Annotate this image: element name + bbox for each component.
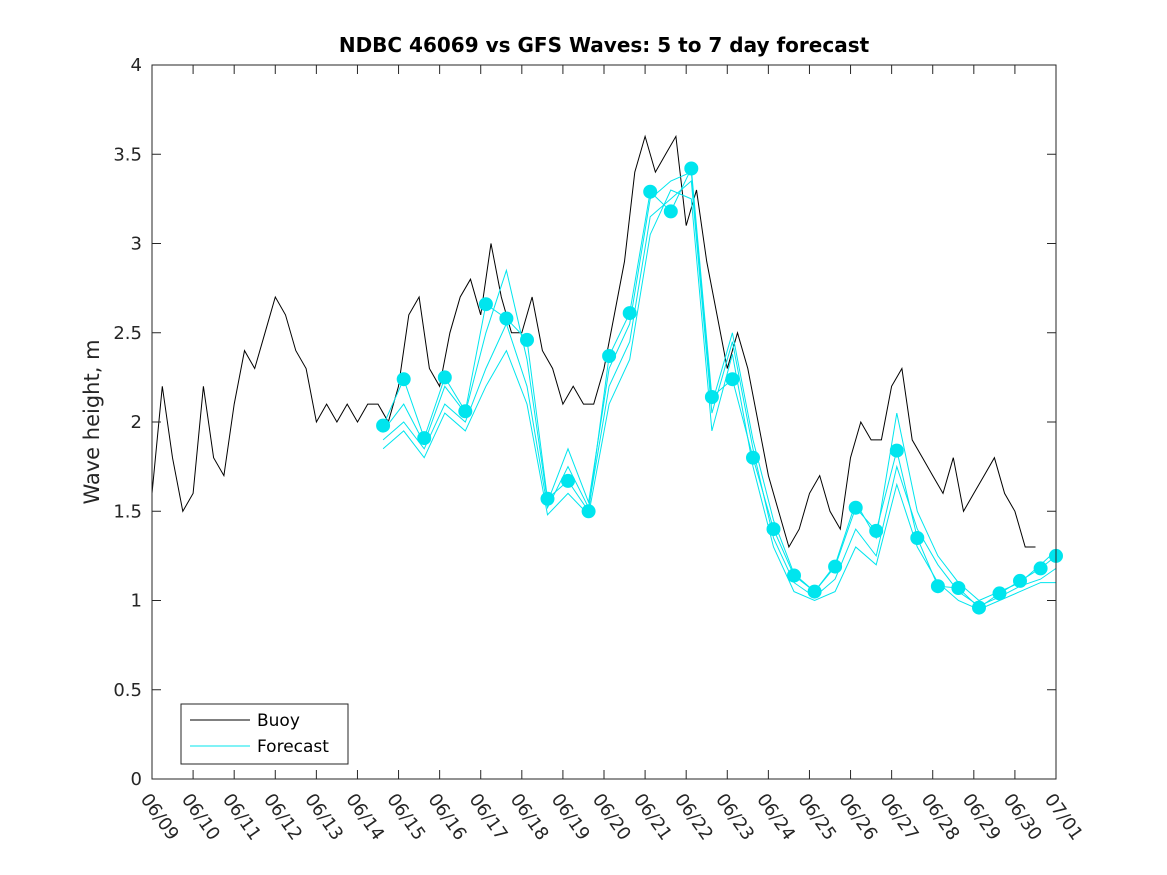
forecast-point (622, 306, 637, 321)
forecast-point (951, 581, 966, 595)
forecast-point (561, 473, 575, 488)
y-tick-label: 3.5 (113, 144, 142, 165)
forecast-series-line-4 (382, 171, 1057, 602)
legend: Buoy Forecast (180, 703, 349, 765)
forecast-point (663, 204, 678, 219)
forecast-point (376, 418, 391, 433)
y-tick-label: 3 (131, 234, 142, 255)
y-tick-label: 4 (131, 55, 142, 76)
forecast-point (396, 372, 411, 387)
legend-box (180, 703, 349, 765)
y-axis: 0 0.5 1 1.5 2 2.5 3 3.5 4 (113, 55, 1056, 790)
buoy-series-line (151, 134, 1036, 549)
forecast-point (643, 184, 658, 199)
forecast-point (930, 579, 945, 594)
forecast-point (437, 370, 452, 385)
y-tick-label: 2 (131, 412, 142, 433)
y-tick-label: 1.5 (113, 501, 142, 522)
y-axis-label: Wave height, m (80, 339, 104, 504)
forecast-point (787, 568, 801, 583)
y-tick-label: 0.5 (113, 680, 142, 701)
forecast-point (889, 443, 904, 458)
forecast-series-line-3 (382, 179, 1057, 607)
forecast-point (602, 349, 617, 363)
y-tick-label: 0 (131, 769, 142, 790)
forecast-point (1013, 573, 1027, 588)
chart-title: NDBC 46069 vs GFS Waves: 5 to 7 day fore… (339, 33, 870, 57)
legend-forecast-label: Forecast (257, 737, 329, 757)
series-layer (151, 134, 1063, 615)
forecast-series-line-1 (382, 166, 1057, 609)
forecast-series-line-2 (382, 189, 1056, 610)
y-tick-label: 1 (131, 591, 142, 612)
legend-buoy-label: Buoy (257, 711, 300, 731)
forecast-point (1033, 561, 1048, 576)
forecast-point (520, 332, 534, 347)
y-tick-label: 2.5 (113, 323, 142, 344)
forecast-point (478, 297, 493, 312)
plot-background (152, 65, 1056, 779)
